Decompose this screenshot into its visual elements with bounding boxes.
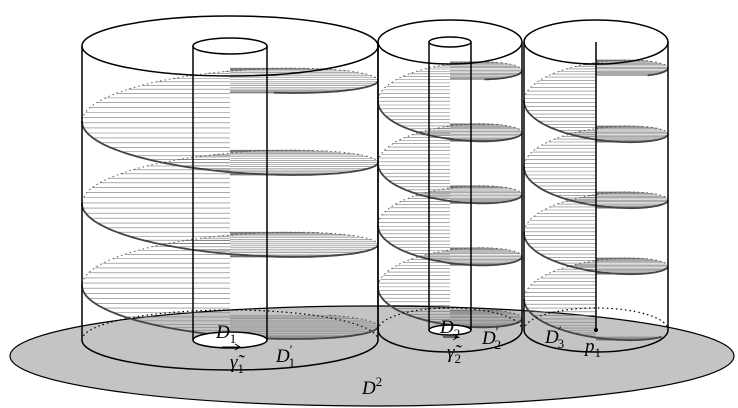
helix	[82, 150, 378, 203]
label: D′3	[544, 323, 564, 351]
label-base: D	[361, 378, 376, 399]
label-sub: 1	[230, 331, 237, 346]
diagram: D1γ̃1D′1D2γ̃2D′2D′3p1D2	[0, 0, 738, 408]
label-base: p	[583, 336, 595, 357]
label-base: D	[439, 317, 454, 338]
label-sub: 3	[558, 336, 565, 351]
label: D′2	[481, 324, 501, 352]
label-sub: 2	[495, 337, 502, 352]
label: D′1	[275, 342, 295, 370]
inner-top	[429, 37, 471, 47]
helix	[274, 81, 378, 93]
label-sub: 1	[238, 361, 245, 376]
inner-top	[193, 38, 267, 54]
helix	[648, 68, 668, 75]
helix	[82, 121, 378, 175]
label-sup: 2	[376, 374, 383, 389]
point	[594, 328, 598, 332]
label-sub: 2	[454, 326, 461, 341]
label-base: D	[215, 322, 230, 343]
label-sub: 2	[455, 351, 462, 366]
label-sub: 1	[595, 345, 602, 360]
label-sub: 1	[289, 355, 296, 370]
helix	[378, 101, 522, 141]
